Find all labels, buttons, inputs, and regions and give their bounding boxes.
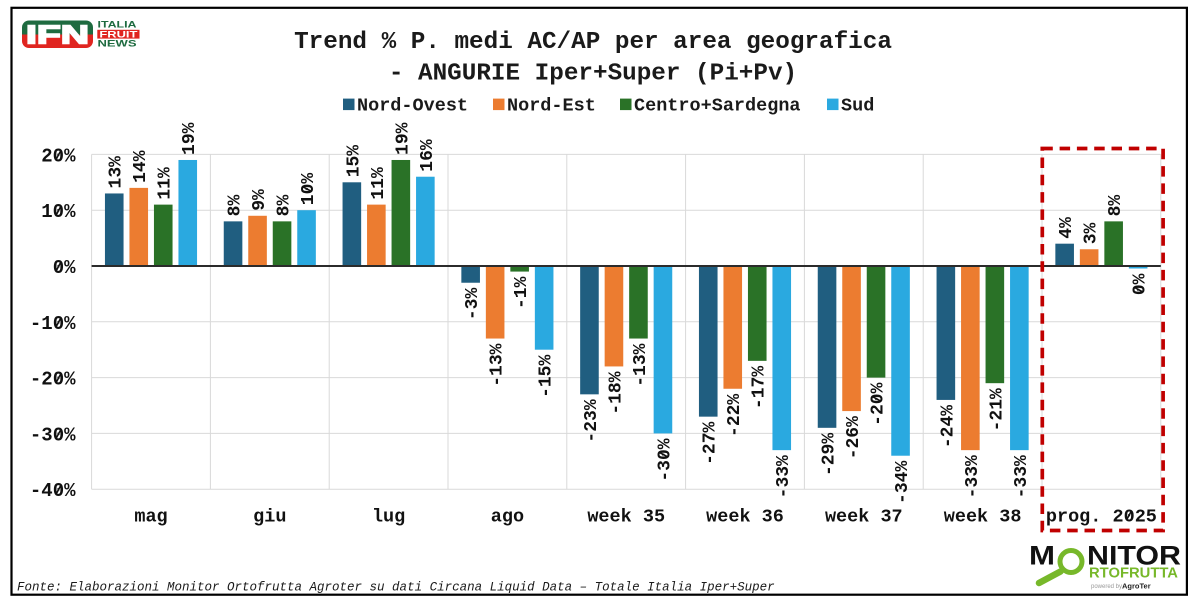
svg-text:11%: 11% <box>156 167 176 200</box>
svg-text:16%: 16% <box>418 139 438 172</box>
svg-text:week 35: week 35 <box>587 506 665 527</box>
svg-text:-20%: -20% <box>30 369 76 391</box>
svg-text:-26%: -26% <box>844 416 864 459</box>
svg-text:-17%: -17% <box>750 366 770 409</box>
svg-text:mag: mag <box>134 506 167 527</box>
svg-text:8%: 8% <box>1106 195 1126 217</box>
svg-text:4%: 4% <box>1057 217 1077 239</box>
svg-text:8%: 8% <box>226 195 246 217</box>
svg-text:-21%: -21% <box>987 388 1007 431</box>
svg-text:15%: 15% <box>344 145 364 178</box>
svg-text:Sud: Sud <box>841 96 874 117</box>
svg-text:Fonte: Elaborazioni Monitor Or: Fonte: Elaborazioni Monitor Ortofrutta A… <box>17 581 775 595</box>
svg-text:-15%: -15% <box>537 355 557 398</box>
svg-text:-33%: -33% <box>963 455 983 498</box>
svg-text:ago: ago <box>491 506 524 527</box>
svg-text:0%: 0% <box>1131 273 1151 295</box>
svg-text:- ANGURIE Iper+Super (Pi+Pv): - ANGURIE Iper+Super (Pi+Pv) <box>389 61 797 88</box>
svg-text:-18%: -18% <box>606 371 626 414</box>
svg-text:Nord-Est: Nord-Est <box>507 96 596 117</box>
svg-text:prog. 2025: prog. 2025 <box>1046 506 1157 527</box>
svg-text:lug: lug <box>372 506 405 527</box>
svg-text:NEWS: NEWS <box>98 38 137 49</box>
svg-text:-13%: -13% <box>488 343 508 386</box>
svg-text:-20%: -20% <box>869 382 889 425</box>
svg-text:-1%: -1% <box>512 276 532 309</box>
svg-text:NITOR: NITOR <box>1087 541 1181 571</box>
svg-text:-3%: -3% <box>463 288 483 321</box>
svg-text:11%: 11% <box>369 167 389 200</box>
svg-text:3%: 3% <box>1082 222 1102 244</box>
svg-text:0%: 0% <box>53 257 76 279</box>
svg-text:ITALIA: ITALIA <box>98 20 137 31</box>
svg-text:-13%: -13% <box>631 343 651 386</box>
svg-text:19%: 19% <box>393 122 413 155</box>
svg-text:-23%: -23% <box>582 399 602 442</box>
svg-text:Centro+Sardegna: Centro+Sardegna <box>634 96 801 117</box>
svg-text:week 38: week 38 <box>944 506 1022 527</box>
svg-text:week 36: week 36 <box>706 506 784 527</box>
svg-text:-30%: -30% <box>30 424 76 446</box>
svg-text:Trend % P. medi AC/AP per area: Trend % P. medi AC/AP per area geografic… <box>294 29 892 56</box>
svg-text:-27%: -27% <box>701 421 721 464</box>
svg-text:M: M <box>1029 541 1055 571</box>
svg-text:-24%: -24% <box>938 405 958 448</box>
svg-text:13%: 13% <box>107 156 127 189</box>
svg-text:powered by: powered by <box>1091 584 1122 590</box>
svg-text:IFN: IFN <box>26 20 89 50</box>
svg-text:week 37: week 37 <box>825 506 903 527</box>
svg-text:10%: 10% <box>41 201 76 223</box>
svg-text:Nord-Ovest: Nord-Ovest <box>357 96 468 117</box>
svg-text:9%: 9% <box>250 189 270 211</box>
svg-text:AgroTer: AgroTer <box>1122 582 1151 591</box>
svg-text:RTOFRUTTA: RTOFRUTTA <box>1089 566 1179 582</box>
svg-text:20%: 20% <box>41 145 76 167</box>
svg-text:-30%: -30% <box>655 438 675 481</box>
svg-text:8%: 8% <box>275 195 295 217</box>
svg-text:-33%: -33% <box>1012 455 1032 498</box>
svg-text:10%: 10% <box>299 173 319 206</box>
svg-text:-33%: -33% <box>774 455 794 498</box>
svg-text:-10%: -10% <box>30 313 76 335</box>
svg-text:-40%: -40% <box>30 480 76 502</box>
svg-text:-22%: -22% <box>725 394 745 437</box>
svg-text:FRUIT: FRUIT <box>99 29 137 40</box>
svg-text:-29%: -29% <box>820 433 840 476</box>
svg-text:-34%: -34% <box>893 461 913 504</box>
svg-text:14%: 14% <box>131 150 151 183</box>
svg-text:giu: giu <box>253 506 286 527</box>
svg-text:19%: 19% <box>180 122 200 155</box>
